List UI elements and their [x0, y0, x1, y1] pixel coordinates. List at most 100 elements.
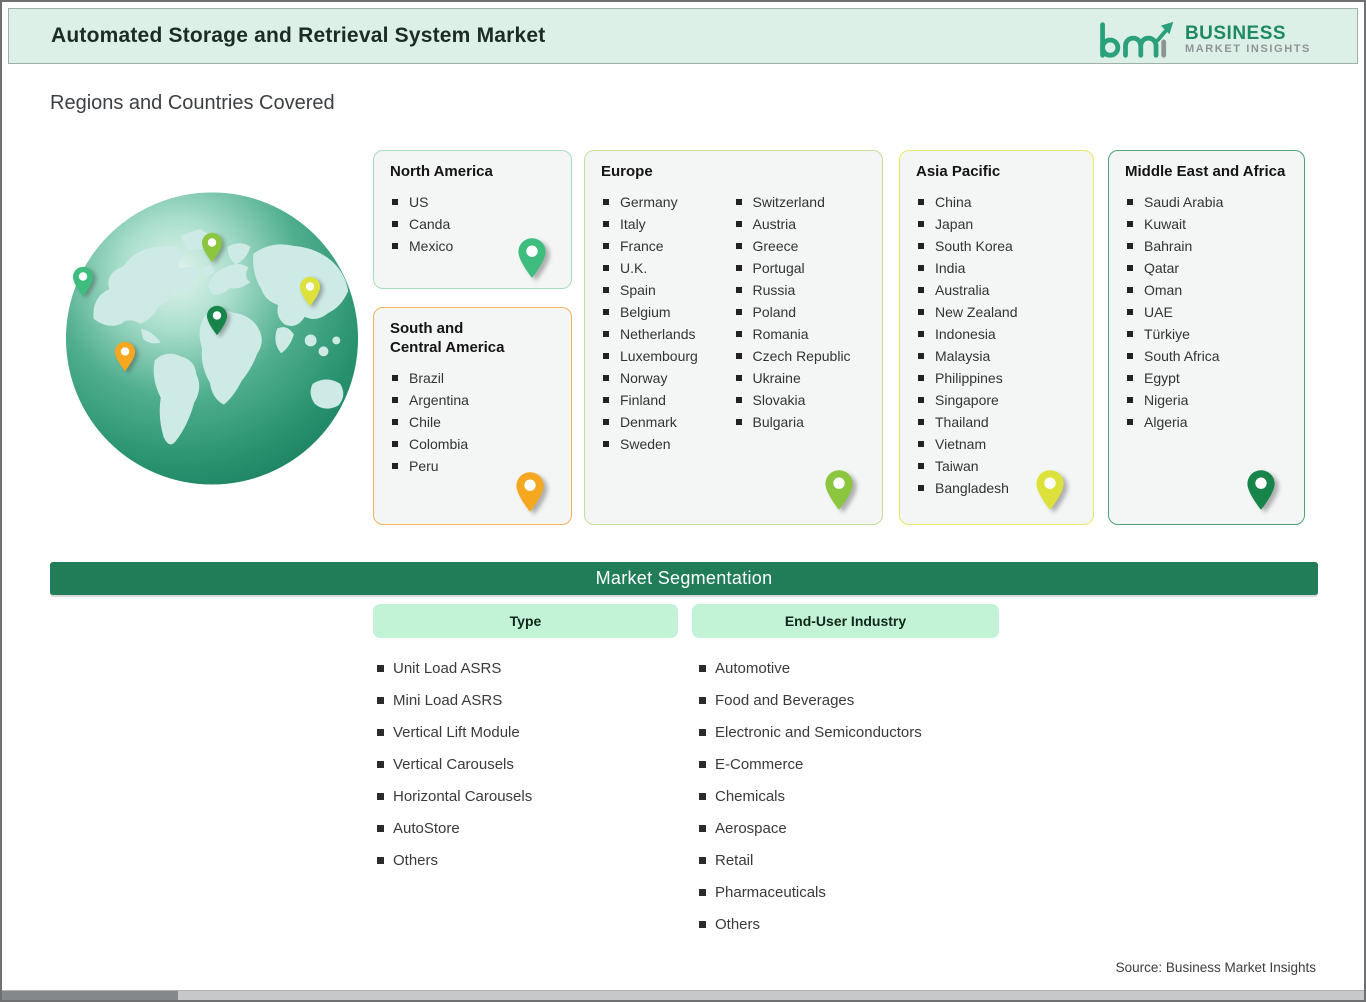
segment-item: Pharmaceuticals [699, 876, 922, 908]
bullet-icon [918, 484, 924, 491]
location-pin-icon [824, 469, 854, 516]
bullet-icon [603, 198, 609, 205]
segment-label: Vertical Carousels [393, 755, 514, 773]
country-label: Bulgaria [752, 413, 804, 430]
bullet-icon [603, 440, 609, 447]
bullet-icon [377, 728, 384, 736]
country-item: Luxembourg [601, 345, 734, 367]
bullet-icon [918, 308, 924, 315]
country-label: Indonesia [935, 325, 996, 342]
world-globe-illustration [64, 190, 360, 487]
bullet-icon [735, 352, 742, 359]
logo-line2: MARKET INSIGHTS [1184, 43, 1311, 56]
region-title: North America [390, 163, 493, 180]
country-label: Brazil [409, 369, 445, 386]
segment-item: Retail [699, 844, 922, 876]
segment-label: Vertical Lift Module [393, 723, 520, 741]
segment-item: Electronic and Semiconductors [699, 716, 922, 748]
bullet-icon [918, 286, 924, 293]
country-label: Czech Republic [752, 347, 851, 364]
country-item: Oman [1125, 279, 1288, 301]
bullet-icon [1127, 308, 1133, 315]
bullet-icon [918, 242, 924, 249]
location-pin-icon [72, 266, 94, 297]
bullet-icon [377, 792, 384, 800]
bullet-icon [603, 242, 609, 249]
country-label: Germany [620, 193, 678, 210]
country-label: Thailand [935, 413, 989, 430]
country-label: U.K. [620, 259, 648, 276]
location-pin-icon [1035, 469, 1065, 516]
segment-item: Food and Beverages [699, 684, 922, 716]
country-label: New Zealand [935, 303, 1018, 320]
country-label: Sweden [620, 435, 671, 452]
country-label: Ukraine [752, 369, 801, 386]
segment-item: Others [699, 908, 922, 940]
country-label: Egypt [1144, 369, 1180, 386]
country-label: Belgium [620, 303, 671, 320]
bullet-icon [392, 440, 398, 447]
country-label: South Korea [935, 237, 1013, 254]
bullet-icon [603, 286, 609, 293]
country-item: Ukraine [734, 367, 867, 389]
horizontal-scrollbar[interactable] [2, 990, 1364, 1000]
country-item: Peru [390, 455, 555, 477]
header-bar: Automated Storage and Retrieval System M… [8, 8, 1358, 64]
country-label: Türkiye [1144, 325, 1190, 342]
country-label: Nigeria [1144, 391, 1189, 408]
location-pin-icon [206, 305, 228, 336]
country-label: Spain [620, 281, 656, 298]
bullet-icon [735, 286, 742, 293]
country-item: Argentina [390, 389, 555, 411]
country-item: Spain [601, 279, 734, 301]
bullet-icon [918, 352, 924, 359]
location-pin-icon [515, 471, 545, 518]
segment-label: Retail [715, 851, 754, 869]
country-item: Greece [734, 235, 867, 257]
country-label: Peru [409, 457, 439, 474]
continents [93, 228, 349, 445]
country-label: US [409, 193, 429, 210]
segment-label: Others [393, 851, 439, 869]
country-label: Kuwait [1144, 215, 1187, 232]
region-title: Asia Pacific [916, 163, 1001, 180]
segment-label: Food and Beverages [715, 691, 855, 709]
segment-label: Others [715, 915, 761, 933]
bullet-icon [735, 374, 742, 381]
bullet-icon [918, 418, 924, 425]
bullet-icon [1127, 352, 1133, 359]
region-card-asia-pacific: Asia Pacific China Japan South Korea India A… [899, 150, 1094, 525]
country-list: Germany Italy France U.K. Spain Belgium Nether… [601, 191, 734, 455]
bullet-icon [735, 396, 742, 403]
country-list: China Japan South Korea India Australia New Z… [916, 191, 1077, 499]
bullet-icon [918, 220, 924, 227]
bullet-icon [735, 418, 742, 425]
country-label: Austria [752, 215, 797, 232]
bullet-icon [392, 242, 398, 249]
segment-label: Unit Load ASRS [393, 659, 502, 677]
country-item: Indonesia [916, 323, 1077, 345]
country-label: Romania [752, 325, 809, 342]
bullet-icon [603, 308, 609, 315]
country-label: Denmark [620, 413, 677, 430]
country-label: Switzerland [752, 193, 825, 210]
bullet-icon [918, 330, 924, 337]
horizontal-scrollbar-thumb[interactable] [2, 991, 178, 1000]
bullet-icon [735, 220, 742, 227]
bullet-icon [918, 396, 924, 403]
country-label: Russia [752, 281, 796, 298]
bullet-icon [603, 330, 609, 337]
country-item: Poland [734, 301, 867, 323]
country-label: Poland [752, 303, 797, 320]
region-title: South and Central America [390, 320, 505, 356]
segment-item: Mini Load ASRS [377, 684, 532, 716]
country-label: Saudi Arabia [1144, 193, 1224, 210]
segment-item: AutoStore [377, 812, 532, 844]
country-item: Bangladesh [916, 477, 1077, 499]
country-item: Brazil [390, 367, 555, 389]
country-item: Japan [916, 213, 1077, 235]
country-list: Saudi Arabia Kuwait Bahrain Qatar Oman UAE Tür… [1125, 191, 1288, 433]
country-label: Taiwan [935, 457, 979, 474]
country-label: Greece [752, 237, 799, 254]
segment-list-type: Unit Load ASRS Mini Load ASRS Vertical Lif… [377, 652, 532, 876]
